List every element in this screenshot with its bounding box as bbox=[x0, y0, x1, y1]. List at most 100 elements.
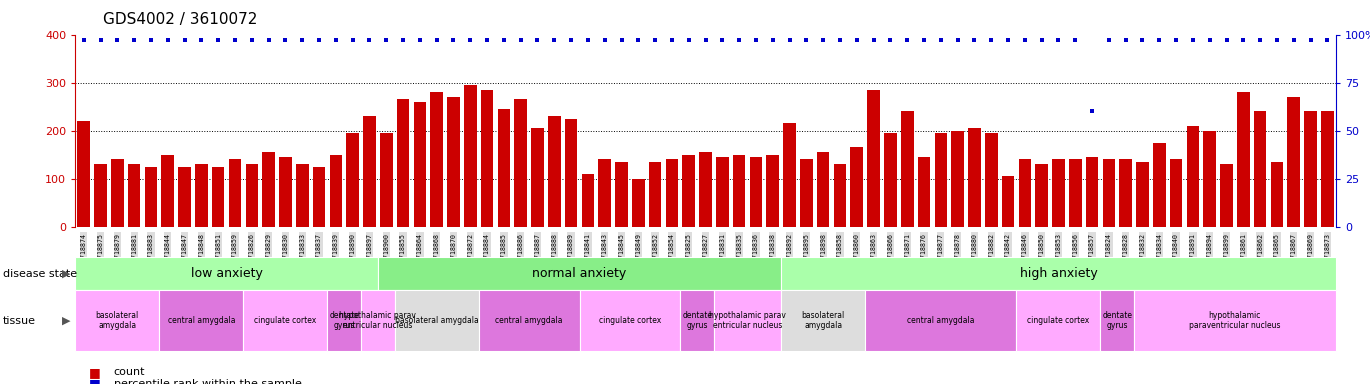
Bar bbox=[934, 133, 947, 227]
Point bbox=[1064, 37, 1086, 43]
Text: ▶: ▶ bbox=[62, 316, 70, 326]
Bar bbox=[666, 159, 678, 227]
Point bbox=[711, 37, 733, 43]
Bar bbox=[532, 128, 544, 227]
Bar bbox=[95, 164, 107, 227]
Bar bbox=[784, 123, 796, 227]
Bar bbox=[901, 111, 914, 227]
Bar bbox=[699, 152, 712, 227]
Bar bbox=[817, 152, 829, 227]
Bar bbox=[481, 90, 493, 227]
Bar bbox=[851, 147, 863, 227]
Point bbox=[1048, 37, 1070, 43]
Text: dentate
gyrus: dentate gyrus bbox=[329, 311, 359, 330]
Point bbox=[1030, 37, 1052, 43]
Point bbox=[107, 37, 129, 43]
Point bbox=[258, 37, 279, 43]
Bar bbox=[766, 155, 780, 227]
Point bbox=[880, 37, 901, 43]
Text: central amygdala: central amygdala bbox=[907, 316, 974, 325]
Bar bbox=[1001, 176, 1014, 227]
Text: normal anxiety: normal anxiety bbox=[533, 267, 626, 280]
Point bbox=[695, 37, 717, 43]
Bar bbox=[363, 116, 375, 227]
Bar bbox=[1221, 164, 1233, 227]
Bar bbox=[1086, 157, 1099, 227]
Bar bbox=[347, 133, 359, 227]
Point bbox=[1249, 37, 1271, 43]
Bar bbox=[1069, 159, 1081, 227]
Bar bbox=[430, 92, 443, 227]
Point bbox=[896, 37, 918, 43]
Point bbox=[644, 37, 666, 43]
Text: hypothalamic parav
entricular nucleus: hypothalamic parav entricular nucleus bbox=[340, 311, 416, 330]
Bar bbox=[245, 164, 258, 227]
Text: ■: ■ bbox=[89, 366, 101, 379]
Point bbox=[156, 37, 178, 43]
Text: cingulate cortex: cingulate cortex bbox=[599, 316, 662, 325]
Bar bbox=[447, 97, 460, 227]
Text: dentate
gyrus: dentate gyrus bbox=[1103, 311, 1132, 330]
Text: ■: ■ bbox=[89, 377, 101, 384]
Bar bbox=[195, 164, 208, 227]
Point bbox=[174, 37, 196, 43]
Point bbox=[526, 37, 548, 43]
Point bbox=[762, 37, 784, 43]
Bar bbox=[111, 159, 123, 227]
Bar bbox=[749, 157, 762, 227]
Bar bbox=[78, 121, 90, 227]
Bar bbox=[1052, 159, 1064, 227]
Point bbox=[829, 37, 851, 43]
Bar bbox=[1136, 162, 1149, 227]
Bar bbox=[884, 133, 897, 227]
Point bbox=[1115, 37, 1137, 43]
Point bbox=[560, 37, 582, 43]
Bar bbox=[1270, 162, 1284, 227]
Text: dentate
gyrus: dentate gyrus bbox=[682, 311, 712, 330]
Text: cingulate cortex: cingulate cortex bbox=[1028, 316, 1089, 325]
Text: basolateral
amygdala: basolateral amygdala bbox=[801, 311, 845, 330]
Point bbox=[745, 37, 767, 43]
Bar bbox=[127, 164, 141, 227]
Bar bbox=[1304, 111, 1317, 227]
Point bbox=[341, 37, 363, 43]
Bar bbox=[918, 157, 930, 227]
Text: basolateral
amygdala: basolateral amygdala bbox=[96, 311, 138, 330]
Text: central amygdala: central amygdala bbox=[496, 316, 563, 325]
Point bbox=[375, 37, 397, 43]
Bar bbox=[717, 157, 729, 227]
Bar bbox=[414, 102, 426, 227]
Bar bbox=[279, 157, 292, 227]
Point bbox=[997, 37, 1019, 43]
Bar bbox=[178, 167, 190, 227]
Point bbox=[190, 37, 212, 43]
Point bbox=[611, 37, 633, 43]
Text: high anxiety: high anxiety bbox=[1019, 267, 1097, 280]
Bar bbox=[1203, 131, 1217, 227]
Bar bbox=[1036, 164, 1048, 227]
Text: low anxiety: low anxiety bbox=[190, 267, 263, 280]
Text: hypothalamic
paraventricular nucleus: hypothalamic paraventricular nucleus bbox=[1189, 311, 1281, 330]
Bar bbox=[985, 133, 997, 227]
Bar bbox=[969, 128, 981, 227]
Point bbox=[678, 37, 700, 43]
Point bbox=[459, 37, 481, 43]
Bar bbox=[733, 155, 745, 227]
Point bbox=[1282, 37, 1304, 43]
Point bbox=[729, 37, 751, 43]
Point bbox=[510, 37, 532, 43]
Point bbox=[1199, 37, 1221, 43]
Bar bbox=[800, 159, 812, 227]
Bar bbox=[1154, 142, 1166, 227]
Bar bbox=[162, 155, 174, 227]
Point bbox=[359, 37, 381, 43]
Bar bbox=[379, 133, 393, 227]
Bar bbox=[212, 167, 225, 227]
Point bbox=[426, 37, 448, 43]
Bar bbox=[497, 109, 510, 227]
Point bbox=[1014, 37, 1036, 43]
Bar bbox=[312, 167, 325, 227]
Bar bbox=[1288, 97, 1300, 227]
Text: ▶: ▶ bbox=[62, 268, 70, 279]
Bar bbox=[397, 99, 410, 227]
